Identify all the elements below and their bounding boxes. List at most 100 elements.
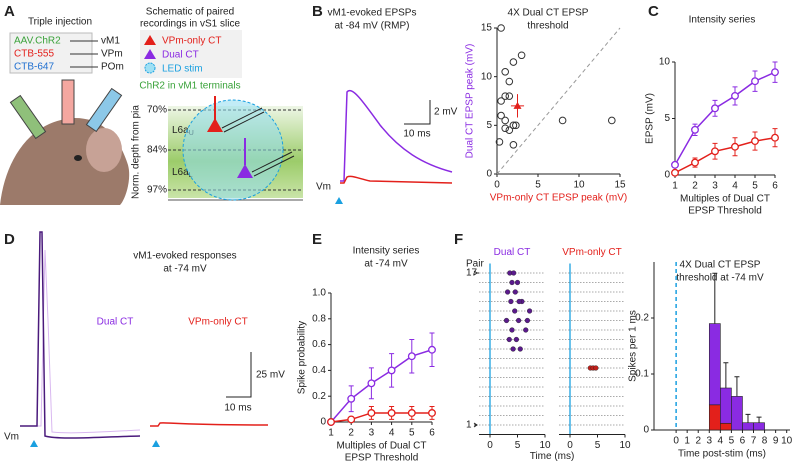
marker xyxy=(327,418,335,426)
spike xyxy=(514,279,521,286)
marker xyxy=(407,352,416,361)
raster-title: Dual CT xyxy=(494,247,531,258)
schematic-title: Schematic of paired xyxy=(146,7,234,18)
point xyxy=(501,68,510,76)
x-tick-label: 2 xyxy=(695,436,701,447)
marker xyxy=(751,77,759,86)
bar xyxy=(753,422,765,431)
legend-icon xyxy=(144,35,156,45)
spike xyxy=(506,336,512,343)
spike xyxy=(524,317,531,324)
y-tick xyxy=(473,270,479,276)
spike xyxy=(515,317,522,324)
marker xyxy=(407,409,416,417)
spike xyxy=(523,327,529,333)
x-tick-label: 0 xyxy=(673,436,679,447)
y-tick-label: 0.2 xyxy=(635,313,649,324)
spike xyxy=(593,365,599,371)
spike xyxy=(512,308,518,314)
injection-box xyxy=(9,32,93,74)
x-tick-label: 3 xyxy=(369,428,375,439)
x-tick-label: 7 xyxy=(751,436,757,447)
bar xyxy=(720,387,732,424)
x-tick-label: 8 xyxy=(762,436,768,447)
raster-title: VPm-only CT xyxy=(562,247,621,258)
legend-icon xyxy=(144,49,156,59)
panel-letter: A xyxy=(4,3,15,20)
y-axis-label: Dual CT EPSP peak (mV) xyxy=(465,44,476,159)
target: VPm xyxy=(101,49,123,60)
line xyxy=(330,412,432,423)
point xyxy=(509,58,518,66)
chart-title: Intensity series xyxy=(689,15,756,26)
scale-label: 10 ms xyxy=(224,403,251,414)
point xyxy=(558,116,567,125)
tracer: CTB-555 xyxy=(14,49,54,60)
scale-label: 25 mV xyxy=(256,370,285,381)
scale-label: 2 mV xyxy=(434,107,458,118)
layer-name: L6a xyxy=(172,125,189,136)
bar xyxy=(708,404,721,431)
terminals-label: ChR2 in vM1 terminals xyxy=(139,81,240,92)
marker xyxy=(771,68,779,77)
spike xyxy=(505,289,511,295)
x-tick-label: 10 xyxy=(619,440,631,451)
marker xyxy=(771,133,779,142)
marker xyxy=(671,160,679,169)
neurons xyxy=(207,96,295,178)
depth-label: 84% xyxy=(147,145,167,156)
x-tick-label: 10 xyxy=(573,180,585,191)
point xyxy=(497,97,505,105)
error-bar xyxy=(723,362,729,388)
trace-title: vM1-evoked responses xyxy=(133,251,236,262)
marker xyxy=(387,409,396,417)
trace-label: VPm-only CT xyxy=(188,317,247,328)
x-tick-label: 15 xyxy=(614,180,626,191)
spike xyxy=(503,317,510,324)
marker xyxy=(387,366,396,375)
scale-bar xyxy=(226,352,252,398)
y-axis-label: Spikes per 1 ms xyxy=(628,310,639,382)
marker xyxy=(367,379,376,388)
y-tick xyxy=(473,422,478,428)
spike xyxy=(512,289,518,295)
error-bar xyxy=(712,272,718,324)
marker xyxy=(691,125,699,134)
point xyxy=(505,126,514,134)
legend-icon xyxy=(144,62,156,74)
spike xyxy=(511,270,517,276)
axis xyxy=(330,293,432,423)
trace xyxy=(150,422,269,427)
marker xyxy=(671,168,679,177)
trace-title: at -84 mV (RMP) xyxy=(334,21,409,32)
point xyxy=(509,121,518,130)
spike xyxy=(526,308,533,314)
panel-title: Triple injection xyxy=(28,17,92,28)
trace-title: at -74 mV xyxy=(163,264,207,275)
mean-point xyxy=(513,101,522,109)
pair-label: Pair xyxy=(466,259,484,270)
x-tick-label: 4 xyxy=(389,428,395,439)
y-axis-label: EPSP (mV) xyxy=(645,93,656,144)
marker xyxy=(731,91,739,100)
chart-title: Intensity series xyxy=(353,246,420,257)
x-tick-label: 3 xyxy=(707,436,713,447)
point xyxy=(501,116,510,125)
x-tick-label: 4 xyxy=(732,181,738,192)
chart-title: at -74 mV xyxy=(364,259,408,270)
x-axis-label: Multiples of Dual CT xyxy=(336,441,426,452)
y-tick-label: 0.8 xyxy=(312,313,326,324)
marker xyxy=(428,345,436,354)
x-axis-label: EPSP Threshold xyxy=(345,453,419,464)
spike xyxy=(509,279,515,286)
marker xyxy=(691,158,699,167)
chart-title: 4X Dual CT EPSP xyxy=(508,8,589,19)
x-tick-label: 0 xyxy=(567,440,573,451)
x-tick-label: 5 xyxy=(409,428,415,439)
x-axis-label: Multiples of Dual CT xyxy=(680,194,770,205)
x-tick-label: 10 xyxy=(539,440,551,451)
stim-marker xyxy=(152,440,160,447)
spike xyxy=(510,346,516,352)
point xyxy=(505,77,514,86)
line xyxy=(330,349,433,423)
